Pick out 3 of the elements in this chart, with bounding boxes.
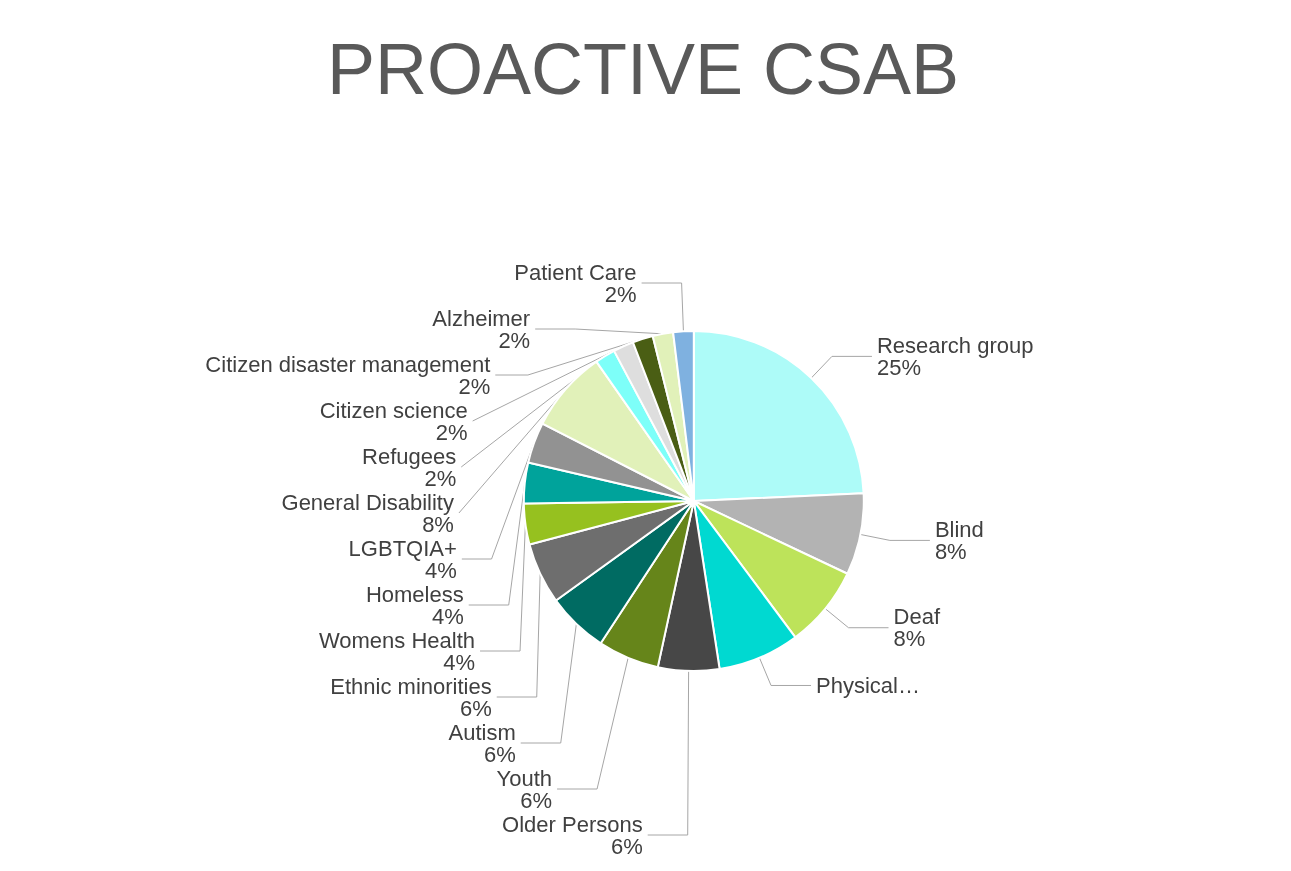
slice-label: Physical… bbox=[816, 672, 920, 698]
slice-label: General Disability bbox=[281, 489, 454, 515]
chart-title: PROACTIVE CSAB bbox=[326, 29, 960, 109]
